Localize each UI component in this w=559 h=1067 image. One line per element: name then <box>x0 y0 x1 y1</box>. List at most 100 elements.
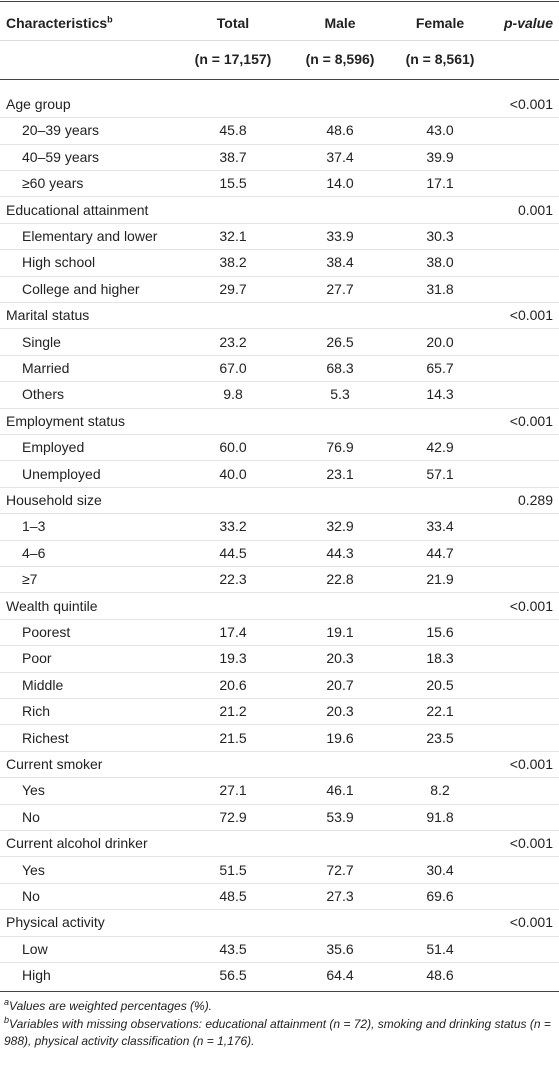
value-cell: 27.3 <box>326 888 354 904</box>
section-label: Age group <box>6 96 71 112</box>
rule <box>0 328 559 329</box>
row-label: Yes <box>22 861 45 878</box>
section-label: Household size <box>6 492 102 508</box>
rule <box>0 513 559 514</box>
row-label: 4–6 <box>22 544 46 561</box>
value-cell: 20.6 <box>219 676 247 693</box>
value-cell: 45.8 <box>219 122 247 139</box>
p-value: <0.001 <box>509 835 553 852</box>
rule <box>0 566 559 567</box>
value-cell: 35.6 <box>326 940 354 957</box>
row-label: Elementary and lower <box>22 228 158 244</box>
value-cell: 38.2 <box>219 254 247 271</box>
value-cell: 39.9 <box>426 148 454 165</box>
value-cell: 22.1 <box>426 703 454 720</box>
value-cell: 26.5 <box>326 333 354 350</box>
value-cell: 27.1 <box>219 782 247 799</box>
row-label: Poor <box>22 650 52 667</box>
footnote-text: Variables with missing observations: edu… <box>4 1017 551 1048</box>
footnote-text: Values are weighted percentages (%). <box>9 999 213 1013</box>
row-label: 40–59 years <box>22 148 100 165</box>
value-cell: 15.5 <box>219 175 247 192</box>
value-cell: 33.4 <box>426 518 454 535</box>
row-label: No <box>22 888 40 904</box>
row-label: Others <box>22 386 65 403</box>
value-cell: 56.5 <box>219 967 247 984</box>
rule <box>0 909 559 910</box>
count-cell: (n = 17,157) <box>194 51 272 67</box>
rule <box>0 381 559 382</box>
row-label: Employed <box>22 439 85 456</box>
rule <box>0 302 559 303</box>
value-cell: 37.4 <box>326 148 354 165</box>
value-cell: 48.6 <box>426 967 454 984</box>
value-cell: 38.4 <box>326 254 354 271</box>
value-cell: 22.3 <box>219 571 247 588</box>
rule <box>0 883 559 884</box>
value-cell: 60.0 <box>219 439 247 456</box>
rule <box>0 830 559 831</box>
value-cell: 21.5 <box>219 729 247 746</box>
rule <box>0 962 559 963</box>
value-cell: 51.5 <box>219 861 247 878</box>
value-cell: 14.3 <box>426 386 454 403</box>
rule <box>0 592 559 593</box>
rule <box>0 144 559 145</box>
section-label: Current smoker <box>6 756 103 772</box>
value-cell: 44.3 <box>326 544 354 561</box>
row-label: 1–3 <box>22 518 46 535</box>
rule <box>0 936 559 937</box>
value-cell: 23.2 <box>219 333 247 350</box>
rule <box>0 804 559 805</box>
value-cell: 64.4 <box>326 967 354 984</box>
footnote-mark: a <box>4 997 10 1007</box>
header-cell: p-value <box>503 15 553 31</box>
value-cell: 14.0 <box>326 175 354 192</box>
rule <box>0 408 559 409</box>
count-cell: (n = 8,596) <box>305 51 375 67</box>
p-value: 0.289 <box>517 492 553 508</box>
section-label: Wealth quintile <box>6 597 98 614</box>
rule <box>0 672 559 673</box>
footnote: bVariables with missing observations: ed… <box>4 1016 556 1050</box>
value-cell: 22.8 <box>326 571 354 588</box>
value-cell: 48.5 <box>219 888 247 904</box>
value-cell: 44.5 <box>219 544 247 561</box>
value-cell: 38.0 <box>426 254 454 271</box>
value-cell: 46.1 <box>326 782 354 799</box>
section-label: Current alcohol drinker <box>6 835 148 852</box>
p-value: <0.001 <box>509 96 553 112</box>
value-cell: 9.8 <box>223 386 243 403</box>
row-label: High school <box>22 254 96 271</box>
rule <box>0 355 559 356</box>
rule <box>0 460 559 461</box>
row-label: Middle <box>22 676 64 693</box>
value-cell: 17.4 <box>219 624 247 640</box>
row-label: Unemployed <box>22 465 101 482</box>
value-cell: 23.5 <box>426 729 454 746</box>
value-cell: 43.5 <box>219 940 247 957</box>
p-value: <0.001 <box>509 914 553 931</box>
value-cell: 15.6 <box>426 624 454 640</box>
count-cell: (n = 8,561) <box>405 51 475 67</box>
value-cell: 17.1 <box>426 175 454 192</box>
section-label: Educational attainment <box>6 201 149 218</box>
value-cell: 29.7 <box>219 280 247 297</box>
value-cell: 19.6 <box>326 729 354 746</box>
value-cell: 53.9 <box>326 808 354 825</box>
value-cell: 19.3 <box>219 650 247 667</box>
p-value: <0.001 <box>509 756 553 772</box>
value-cell: 72.7 <box>326 861 354 878</box>
value-cell: 32.1 <box>219 228 247 244</box>
row-label: Single <box>22 333 61 350</box>
value-cell: 8.2 <box>430 782 450 799</box>
header-cell: Male <box>324 15 356 31</box>
value-cell: 32.9 <box>326 518 354 535</box>
value-cell: 30.3 <box>426 228 454 244</box>
p-value: <0.001 <box>509 307 553 324</box>
section-label: Marital status <box>6 307 90 324</box>
p-value: <0.001 <box>509 412 553 429</box>
value-cell: 21.2 <box>219 703 247 720</box>
row-label: ≥60 years <box>22 175 84 192</box>
